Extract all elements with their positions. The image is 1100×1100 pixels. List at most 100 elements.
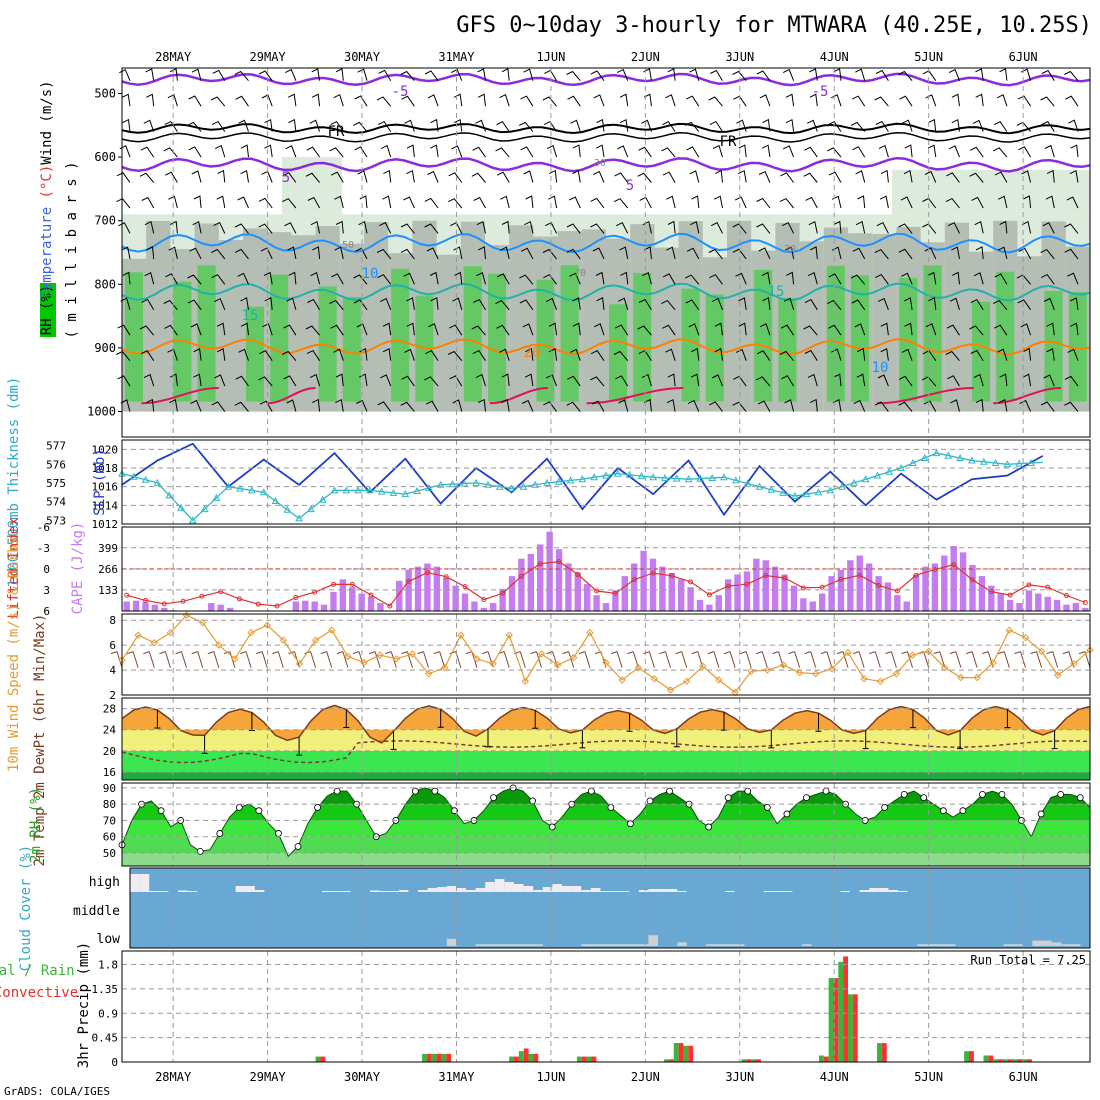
wind-barb <box>1022 347 1032 361</box>
wind-barb <box>711 297 723 310</box>
wind-barb <box>854 323 866 336</box>
cape-bar <box>903 601 910 611</box>
wind-barb <box>403 196 415 209</box>
thickness-tick: 573 <box>46 514 66 527</box>
wind-barb <box>641 373 652 387</box>
wind-speed-marker <box>489 660 497 668</box>
wind-barb <box>921 376 937 387</box>
panel-frame <box>121 613 1091 696</box>
wind-barb <box>400 223 415 234</box>
contour-label: 70 <box>574 268 586 279</box>
wind-barb <box>139 325 155 336</box>
wind-barb <box>974 220 984 234</box>
rh-shade-dark <box>318 286 337 402</box>
wind-barb <box>496 273 510 285</box>
wind-barb <box>240 169 249 183</box>
cloud-high-bar <box>235 886 246 892</box>
day-label-bottom: 28MAY <box>155 1070 192 1084</box>
wind-barb <box>307 298 321 311</box>
wind-barb <box>357 170 368 183</box>
wind-barb <box>945 197 960 209</box>
wind-barb <box>146 246 155 259</box>
rh-shade-dark <box>633 273 652 402</box>
temp-tick: 28 <box>103 703 116 716</box>
cape-bar <box>226 607 234 611</box>
wind-barb <box>288 271 297 285</box>
li-marker <box>763 572 769 578</box>
wind-barb <box>762 297 771 310</box>
li-marker <box>1007 592 1013 598</box>
wind-barb <box>709 401 723 412</box>
rh-tick: 90 <box>103 782 116 795</box>
wind-barb <box>217 169 226 183</box>
cape-axis-label: CAPE (J/kg) <box>70 522 86 615</box>
contour-label: 5 <box>626 178 634 194</box>
minmax-whisker <box>626 713 633 732</box>
wind-speed-marker <box>231 655 239 663</box>
wind-barb <box>902 119 913 132</box>
cape-bar <box>414 566 422 611</box>
wind-speed-marker <box>279 636 288 644</box>
cloud-high-bar <box>446 886 457 892</box>
wind-barb <box>853 399 866 412</box>
cloud-high-bar <box>590 888 601 892</box>
rh-shade-dark <box>125 272 143 402</box>
rh-shade-dark <box>705 294 724 402</box>
thickness-marker <box>448 480 457 488</box>
wind-barb <box>427 94 439 107</box>
wind-barb <box>495 147 510 158</box>
wind-barb <box>377 120 392 132</box>
thickness-marker <box>979 457 988 465</box>
wind-barb <box>501 220 510 234</box>
wind-barb-10m <box>1014 651 1026 668</box>
thickness-marker <box>342 486 351 494</box>
thickness-marker <box>295 514 303 522</box>
thickness-marker <box>460 479 469 487</box>
precip-convective-bar <box>523 1048 529 1062</box>
wind-barb <box>164 120 178 132</box>
wind-barb <box>140 350 155 361</box>
cape-bar <box>1016 603 1023 611</box>
li-marker <box>124 592 130 598</box>
wind-barb <box>143 373 155 387</box>
wind-barb <box>923 400 937 412</box>
li-marker <box>142 597 148 603</box>
wind-barb <box>567 95 581 107</box>
wind-barb <box>288 118 297 132</box>
wind-barb <box>803 325 818 336</box>
precip-total-bar <box>848 994 853 1062</box>
wind-barb <box>709 120 723 132</box>
cape-bar <box>894 595 901 611</box>
wind-barb <box>453 246 463 259</box>
wind-barb <box>972 119 984 132</box>
wind-barb <box>969 172 984 183</box>
thickness-marker <box>920 453 929 461</box>
wind-barb <box>732 401 747 412</box>
wind-barb <box>714 348 723 361</box>
wind-barb <box>335 68 344 81</box>
thickness-tick: 577 <box>46 440 66 453</box>
wind-barb <box>590 70 605 81</box>
wind-barb <box>549 169 558 183</box>
wind-barb <box>857 347 866 361</box>
minmax-whisker <box>201 735 208 754</box>
cape-bar <box>471 601 478 611</box>
cape-bar <box>499 588 506 611</box>
wind-barb <box>875 120 889 132</box>
wind-barb <box>193 373 202 387</box>
precip-tick: 0.45 <box>92 1032 119 1045</box>
wind-barb <box>211 401 226 412</box>
wind-barb <box>947 375 960 387</box>
wind-barb <box>809 246 818 259</box>
wind-barb <box>949 297 960 310</box>
wind-barb <box>448 172 463 183</box>
wind-barb <box>400 401 415 412</box>
rh-shade-mid <box>291 235 316 412</box>
cloud-low-bar <box>504 944 514 946</box>
wind-barb <box>994 273 1008 285</box>
wind-barb-10m <box>207 651 220 668</box>
rh-shade-dark <box>899 277 918 402</box>
rh-shade-dark <box>681 288 700 402</box>
panel-frame <box>121 950 1091 1063</box>
rh-shade-dark <box>270 274 289 402</box>
